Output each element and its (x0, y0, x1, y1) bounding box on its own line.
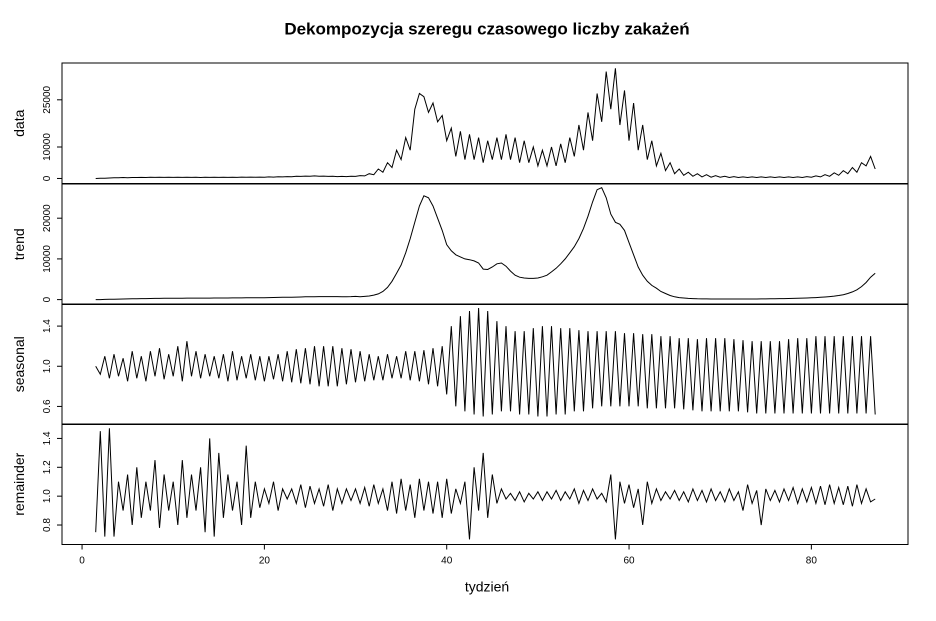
y-tick-label: 1.2 (42, 460, 53, 474)
y-tick-label: 20000 (42, 204, 53, 232)
y-axis-label: remainder (11, 452, 27, 515)
x-tick-label: 40 (441, 556, 453, 567)
series-line (95, 187, 876, 301)
series-line (95, 68, 876, 179)
y-axis-label: data (11, 109, 27, 136)
y-tick-label: 0 (42, 296, 53, 302)
x-tick-label: 80 (806, 556, 818, 567)
x-axis-label: tydzień (465, 579, 509, 595)
panel-frame (61, 423, 909, 545)
x-tick-label: 0 (79, 556, 85, 567)
series-line (95, 428, 876, 540)
y-tick-label: 0.6 (42, 399, 53, 413)
y-tick-label: 1.4 (42, 431, 53, 445)
y-tick-label: 1.4 (42, 319, 53, 333)
chart-title: Dekompozycja szeregu czasowego liczby za… (284, 19, 689, 38)
panel-frame (61, 62, 909, 184)
series-line (95, 307, 876, 417)
y-tick-label: 0 (42, 175, 53, 181)
y-tick-label: 0.8 (42, 518, 53, 532)
y-axis-label: seasonal (11, 336, 27, 392)
y-axis-label: trend (11, 228, 27, 260)
x-tick-label: 20 (259, 556, 271, 567)
panel-frame (61, 183, 909, 305)
y-tick-label: 1.0 (42, 359, 53, 373)
y-tick-label: 1.0 (42, 489, 53, 503)
y-tick-label: 25000 (42, 85, 53, 113)
x-tick-label: 60 (623, 556, 635, 567)
y-tick-label: 10000 (42, 133, 53, 161)
y-tick-label: 10000 (42, 245, 53, 273)
